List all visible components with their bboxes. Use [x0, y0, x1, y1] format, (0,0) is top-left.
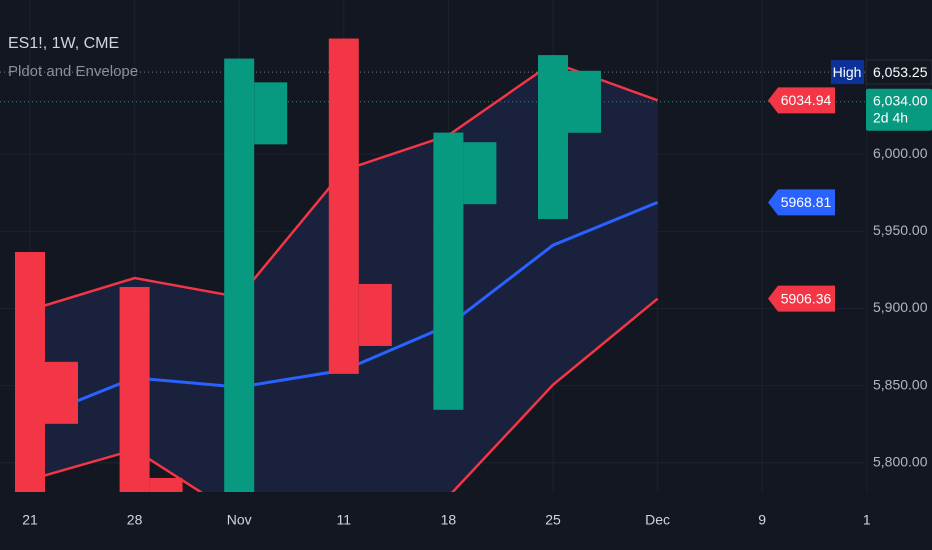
- price-tag: [768, 87, 835, 114]
- y-tick-label: 5,800.00: [873, 453, 928, 469]
- bar-close: [45, 361, 78, 424]
- price-tag-label: 6034.94: [781, 92, 832, 108]
- high-price-box: [865, 59, 932, 85]
- bar-range: [119, 286, 150, 492]
- countdown-label: 2d 4h: [873, 109, 908, 125]
- x-tick-label: 11: [337, 512, 352, 528]
- bar-close: [254, 82, 288, 145]
- bar-close: [149, 477, 183, 492]
- last-price-label: 6,034.00: [873, 92, 928, 108]
- high-badge-label: High: [833, 64, 862, 80]
- high-price-label: 6,053.25: [873, 64, 928, 80]
- indicator-title: Pldot and Envelope: [8, 63, 138, 80]
- y-tick-label: 5,950.00: [873, 222, 928, 238]
- price-tag-label: 5968.81: [781, 194, 832, 210]
- x-tick-label: 9: [758, 512, 766, 528]
- bar-close: [463, 142, 497, 205]
- chart-title: ES1!, 1W, CME: [8, 35, 119, 52]
- bar-close: [568, 70, 601, 133]
- bar-range: [15, 251, 45, 492]
- high-badge: [831, 60, 864, 85]
- y-tick-label: 5,850.00: [873, 376, 928, 392]
- x-tick-label: Nov: [227, 512, 252, 528]
- x-tick-label: 25: [545, 512, 561, 528]
- bar-range: [538, 55, 568, 220]
- overlay: 5,800.00 5,850.00 5,900.00 5,950.00 6,000.00…: [22, 59, 932, 528]
- price-tag: [768, 189, 835, 216]
- x-tick-label: Dec: [645, 512, 670, 528]
- bar-range: [328, 38, 359, 374]
- price-tag: [768, 285, 835, 312]
- y-tick-label: 6,000.00: [873, 145, 928, 161]
- bar-range: [224, 58, 255, 492]
- plot-area: [0, 38, 865, 492]
- x-tick-label: 28: [127, 512, 143, 528]
- price-tag-label: 5906.36: [781, 290, 832, 306]
- y-tick-label: 5,900.00: [873, 299, 928, 315]
- x-tick-label: 1: [863, 512, 871, 528]
- bar-range: [433, 132, 464, 410]
- bar-close: [358, 283, 392, 346]
- x-tick-label: 18: [441, 512, 457, 528]
- last-price-box: [866, 88, 932, 131]
- x-tick-label: 21: [22, 512, 38, 528]
